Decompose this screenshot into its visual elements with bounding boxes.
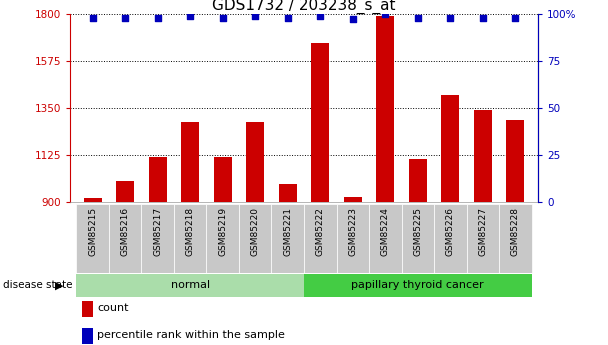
Bar — [272, 204, 304, 273]
Text: percentile rank within the sample: percentile rank within the sample — [97, 330, 285, 340]
Bar — [336, 204, 369, 273]
Bar — [239, 204, 272, 273]
Bar — [369, 204, 401, 273]
Text: normal: normal — [171, 280, 210, 290]
Point — [316, 13, 325, 18]
Bar — [174, 204, 207, 273]
Text: GSM85223: GSM85223 — [348, 207, 358, 256]
Bar — [304, 204, 336, 273]
Title: GDS1732 / 203238_s_at: GDS1732 / 203238_s_at — [212, 0, 396, 14]
Point — [153, 15, 162, 20]
Text: GSM85216: GSM85216 — [121, 207, 130, 256]
Bar — [376, 16, 394, 202]
Text: GSM85218: GSM85218 — [185, 207, 195, 256]
Point — [381, 11, 390, 17]
Point — [185, 13, 195, 18]
Bar — [77, 274, 304, 297]
Bar — [246, 122, 264, 202]
Bar — [441, 95, 459, 202]
Bar — [499, 204, 531, 273]
Point — [88, 15, 97, 20]
Bar — [344, 197, 362, 202]
Bar — [109, 204, 142, 273]
Point — [250, 13, 260, 18]
Text: count: count — [97, 303, 129, 313]
Text: GSM85222: GSM85222 — [316, 207, 325, 256]
Bar — [434, 204, 466, 273]
Bar — [304, 274, 531, 297]
Text: papillary thyroid cancer: papillary thyroid cancer — [351, 280, 484, 290]
Bar — [149, 157, 167, 202]
Text: GSM85220: GSM85220 — [250, 207, 260, 256]
Text: GSM85228: GSM85228 — [511, 207, 520, 256]
Bar — [181, 122, 199, 202]
Text: GSM85225: GSM85225 — [413, 207, 423, 256]
Text: GSM85219: GSM85219 — [218, 207, 227, 256]
Text: GSM85226: GSM85226 — [446, 207, 455, 256]
Point — [446, 15, 455, 20]
Text: GSM85217: GSM85217 — [153, 207, 162, 256]
Point — [478, 15, 488, 20]
Bar — [214, 157, 232, 202]
Bar — [311, 43, 329, 202]
Text: GSM85221: GSM85221 — [283, 207, 292, 256]
Text: GSM85227: GSM85227 — [478, 207, 487, 256]
Point — [218, 15, 227, 20]
Bar — [401, 204, 434, 273]
Bar — [466, 204, 499, 273]
Bar — [116, 181, 134, 202]
Point — [413, 15, 423, 20]
Bar — [506, 120, 524, 202]
Bar — [77, 204, 109, 273]
Text: GSM85224: GSM85224 — [381, 207, 390, 256]
Bar — [474, 110, 492, 202]
Point — [120, 15, 130, 20]
Point — [511, 15, 520, 20]
Bar — [207, 204, 239, 273]
Bar — [409, 159, 427, 202]
Bar — [142, 204, 174, 273]
Text: GSM85215: GSM85215 — [88, 207, 97, 256]
Bar — [279, 184, 297, 202]
Point — [348, 17, 358, 22]
Point — [283, 15, 292, 20]
Text: ▶: ▶ — [55, 280, 63, 290]
Bar — [84, 198, 102, 202]
Text: disease state: disease state — [3, 280, 72, 290]
